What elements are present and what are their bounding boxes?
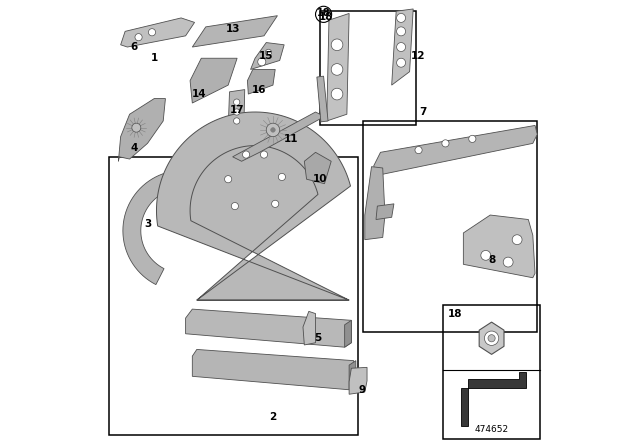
Polygon shape (192, 349, 356, 390)
Circle shape (234, 99, 240, 105)
Text: 17: 17 (230, 105, 244, 115)
Text: 12: 12 (412, 51, 426, 61)
Bar (362, 121, 538, 332)
Text: 8: 8 (489, 255, 496, 265)
Circle shape (132, 123, 141, 132)
Polygon shape (365, 167, 385, 240)
Circle shape (332, 88, 343, 100)
Circle shape (397, 13, 406, 22)
Polygon shape (192, 16, 278, 47)
Polygon shape (345, 320, 351, 347)
Text: 9: 9 (359, 385, 366, 395)
Circle shape (148, 29, 156, 36)
Text: 5: 5 (314, 333, 321, 343)
Circle shape (442, 140, 449, 147)
Text: 11: 11 (284, 134, 298, 144)
Circle shape (397, 43, 406, 52)
Circle shape (397, 27, 406, 36)
Polygon shape (228, 90, 244, 130)
Circle shape (234, 109, 240, 115)
Text: 4: 4 (131, 143, 138, 153)
Polygon shape (461, 372, 526, 426)
Polygon shape (233, 112, 324, 161)
Polygon shape (349, 361, 356, 390)
Circle shape (512, 235, 522, 245)
Polygon shape (327, 13, 349, 121)
Circle shape (271, 128, 275, 132)
Polygon shape (118, 99, 165, 161)
Polygon shape (190, 58, 237, 103)
Circle shape (266, 123, 280, 137)
Text: 3: 3 (144, 219, 151, 229)
Circle shape (266, 49, 271, 56)
Polygon shape (248, 69, 275, 94)
Text: 18: 18 (317, 9, 330, 18)
Circle shape (135, 34, 142, 41)
Text: 18: 18 (448, 309, 463, 319)
Polygon shape (479, 322, 504, 354)
Circle shape (415, 146, 422, 154)
Bar (109, 157, 358, 435)
Polygon shape (392, 9, 413, 85)
Polygon shape (251, 43, 284, 69)
Circle shape (332, 39, 343, 51)
Circle shape (397, 58, 406, 67)
Polygon shape (349, 367, 367, 394)
Text: 13: 13 (225, 24, 240, 34)
Circle shape (225, 176, 232, 183)
Circle shape (484, 331, 499, 345)
Circle shape (481, 250, 491, 260)
Circle shape (234, 118, 240, 124)
Circle shape (243, 151, 250, 158)
Polygon shape (374, 125, 538, 176)
Text: 6: 6 (131, 42, 138, 52)
Polygon shape (317, 76, 328, 122)
Text: 18: 18 (319, 12, 333, 22)
Polygon shape (305, 152, 332, 184)
Text: 474652: 474652 (474, 425, 509, 434)
Text: 14: 14 (192, 89, 206, 99)
Circle shape (260, 151, 268, 158)
Circle shape (271, 200, 279, 207)
Polygon shape (121, 18, 195, 47)
Polygon shape (157, 112, 351, 300)
Text: 7: 7 (419, 107, 427, 117)
Text: 10: 10 (313, 174, 327, 184)
Circle shape (278, 173, 285, 181)
Text: 1: 1 (150, 53, 158, 63)
Circle shape (258, 58, 266, 66)
Text: 16: 16 (252, 85, 267, 95)
Polygon shape (186, 309, 351, 347)
Polygon shape (303, 311, 316, 345)
Circle shape (468, 135, 476, 142)
Circle shape (231, 202, 239, 210)
Circle shape (503, 257, 513, 267)
Text: 2: 2 (269, 412, 276, 422)
Circle shape (332, 64, 343, 75)
Polygon shape (376, 204, 394, 220)
Polygon shape (463, 215, 535, 278)
Text: 15: 15 (259, 51, 273, 61)
Bar (443, 305, 540, 439)
Polygon shape (123, 171, 177, 284)
Circle shape (488, 335, 495, 342)
Bar (320, 11, 417, 125)
